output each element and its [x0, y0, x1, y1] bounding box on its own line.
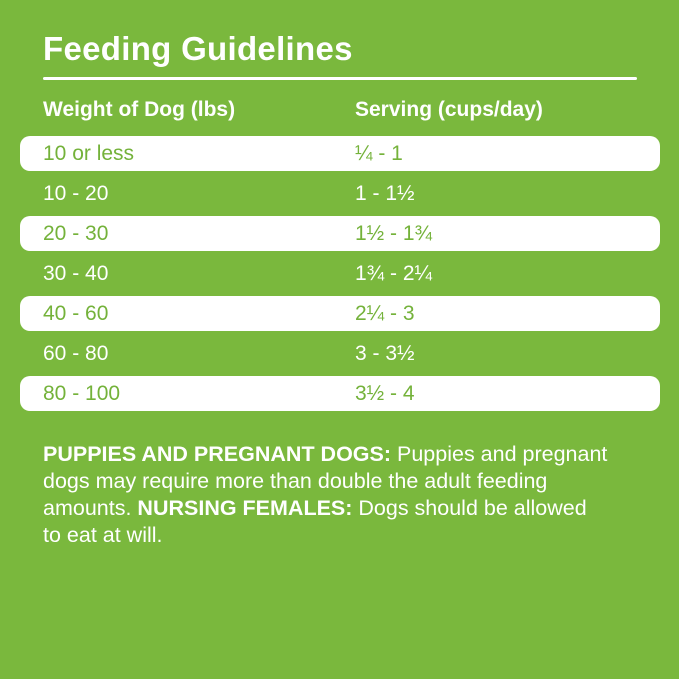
footer-text: Puppies and pregnant — [391, 442, 608, 466]
weight-cell: 30 - 40 — [43, 261, 109, 285]
footer-text: amounts. — [43, 496, 138, 520]
weight-cell: 10 or less — [43, 141, 135, 165]
footer-note: PUPPIES AND PREGNANT DOGS: Puppies and p… — [43, 441, 643, 549]
serving-cell: 1¾ - 2¼ — [355, 261, 433, 285]
table-row: 10 - 20 1 - 1½ — [20, 176, 660, 211]
table-row: 10 or less ¼ - 1 — [20, 136, 660, 171]
table-header-row: Weight of Dog (lbs) Serving (cups/day) — [20, 98, 660, 122]
column-header-serving: Serving (cups/day) — [355, 98, 543, 121]
table-row: 80 - 100 3½ - 4 — [20, 376, 660, 411]
table-row: 30 - 40 1¾ - 2¼ — [20, 256, 660, 291]
table-row: 60 - 80 3 - 3½ — [20, 336, 660, 371]
footer-text: to eat at will. — [43, 523, 163, 547]
footer-line: amounts. NURSING FEMALES: Dogs should be… — [43, 495, 643, 522]
weight-cell: 40 - 60 — [43, 301, 109, 325]
footer-bold-puppies: PUPPIES AND PREGNANT DOGS: — [43, 442, 392, 466]
serving-cell: ¼ - 1 — [355, 141, 403, 165]
serving-cell: 3 - 3½ — [355, 341, 415, 365]
weight-cell: 80 - 100 — [43, 381, 121, 405]
footer-text: Dogs should be allowed — [352, 496, 587, 520]
table-row: 40 - 60 2¼ - 3 — [20, 296, 660, 331]
column-header-weight: Weight of Dog (lbs) — [43, 98, 236, 121]
footer-bold-nursing: NURSING FEMALES: — [137, 496, 353, 520]
footer-text: dogs may require more than double the ad… — [43, 469, 548, 493]
weight-cell: 60 - 80 — [43, 341, 109, 365]
footer-line: dogs may require more than double the ad… — [43, 468, 643, 495]
table-row: 20 - 30 1½ - 1¾ — [20, 216, 660, 251]
weight-cell: 20 - 30 — [43, 221, 109, 245]
serving-cell: 1½ - 1¾ — [355, 221, 433, 245]
footer-line: to eat at will. — [43, 522, 643, 549]
serving-cell: 2¼ - 3 — [355, 301, 415, 325]
serving-cell: 1 - 1½ — [355, 181, 415, 205]
title-underline — [43, 77, 637, 80]
footer-line: PUPPIES AND PREGNANT DOGS: Puppies and p… — [43, 441, 643, 468]
weight-cell: 10 - 20 — [43, 181, 109, 205]
serving-cell: 3½ - 4 — [355, 381, 415, 405]
page-title: Feeding Guidelines — [43, 30, 353, 67]
feeding-table: 10 or less ¼ - 1 10 - 20 1 - 1½ 20 - 30 … — [20, 136, 660, 411]
